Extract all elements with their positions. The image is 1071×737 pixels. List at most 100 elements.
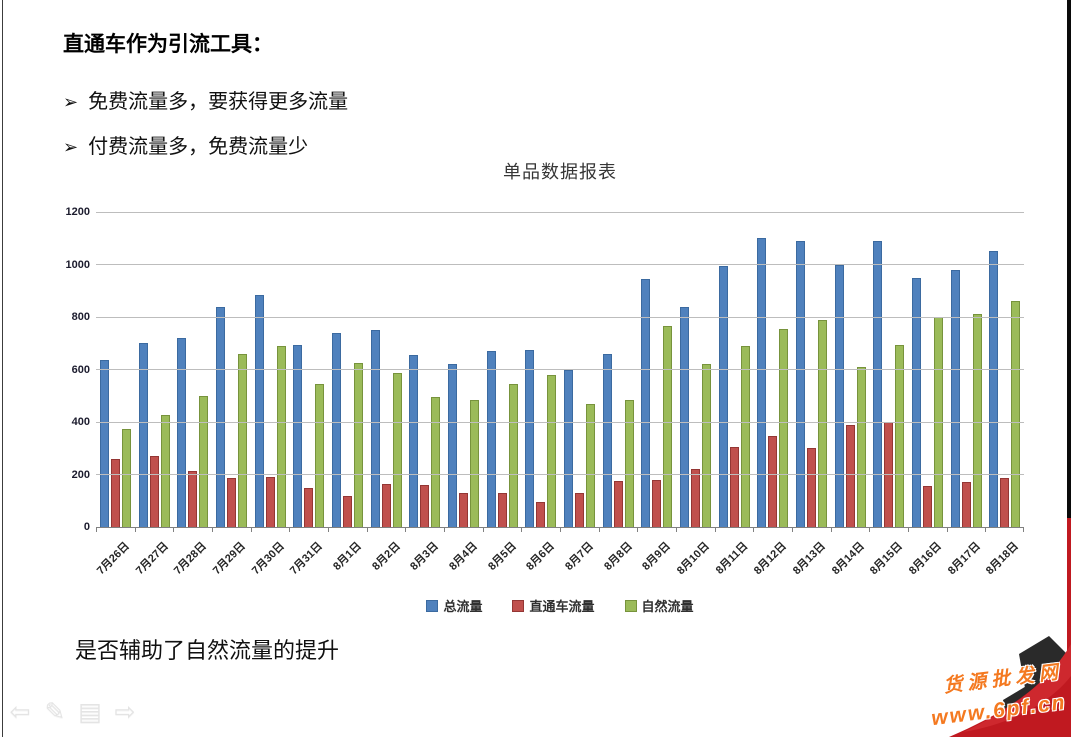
bar bbox=[304, 487, 314, 527]
x-tick-label: 8月1日 bbox=[331, 540, 364, 573]
bar bbox=[431, 397, 441, 527]
bar bbox=[392, 373, 402, 527]
x-axis-tick bbox=[289, 528, 291, 532]
bar bbox=[215, 306, 225, 527]
legend-swatch-icon bbox=[624, 599, 637, 612]
x-axis-tick bbox=[250, 528, 252, 532]
bar bbox=[806, 448, 816, 527]
x-axis-tick bbox=[830, 528, 832, 532]
bar-group bbox=[173, 212, 212, 527]
x-axis-tick bbox=[96, 528, 97, 532]
bar-group bbox=[715, 212, 754, 527]
bar-group bbox=[444, 212, 483, 527]
legend-label: 直通车流量 bbox=[529, 599, 595, 614]
bar-group bbox=[599, 212, 638, 527]
slide-menu-icon[interactable]: ▤ bbox=[78, 698, 102, 726]
bar bbox=[718, 265, 728, 527]
x-axis-tick bbox=[598, 528, 600, 532]
bar bbox=[768, 436, 778, 527]
pen-tool-icon[interactable]: ✎ bbox=[44, 698, 66, 726]
bar bbox=[469, 399, 479, 527]
x-axis-tick bbox=[444, 528, 445, 532]
y-axis-labels: 0 200 400 600 800 1000 1200 bbox=[58, 206, 90, 533]
bar bbox=[779, 328, 789, 527]
bar bbox=[641, 278, 651, 527]
x-axis-labels: 7月26日 7月27日 7月28日 7月29日 7月30日 7月31日 8月1日 8月2日 8月… bbox=[95, 530, 1024, 592]
bar-group bbox=[560, 212, 599, 527]
y-tick-label: 400 bbox=[71, 416, 90, 428]
bullet-arrow-icon: ➢ bbox=[63, 137, 79, 157]
bar bbox=[602, 353, 612, 527]
plot-area bbox=[96, 211, 1024, 528]
bar bbox=[293, 344, 303, 527]
bar bbox=[486, 351, 496, 527]
x-tick-label: 8月15日 bbox=[868, 540, 906, 578]
y-tick-label: 1000 bbox=[65, 258, 90, 271]
x-axis-tick bbox=[985, 528, 987, 532]
y-tick-label: 800 bbox=[71, 311, 90, 323]
bar-group bbox=[212, 212, 251, 527]
legend-swatch-icon bbox=[512, 599, 525, 612]
x-tick-label: 8月8日 bbox=[601, 540, 635, 573]
bar bbox=[817, 319, 827, 527]
bar bbox=[1011, 301, 1021, 527]
x-tick-label: 8月14日 bbox=[829, 540, 867, 578]
bar bbox=[276, 345, 286, 527]
bar-group bbox=[135, 212, 174, 527]
bar bbox=[873, 240, 883, 527]
gridline bbox=[96, 264, 1024, 265]
left-edge-line bbox=[2, 0, 3, 737]
previous-slide-icon[interactable]: ⇦ bbox=[9, 698, 31, 726]
bar bbox=[420, 485, 430, 527]
bar bbox=[652, 479, 662, 527]
x-tick-label: 7月29日 bbox=[210, 540, 248, 578]
bar bbox=[353, 362, 363, 527]
bar bbox=[950, 269, 960, 527]
x-axis-tick bbox=[173, 528, 175, 532]
bar bbox=[574, 492, 584, 527]
x-tick-label: 8月11日 bbox=[714, 540, 751, 577]
chart-legend: 总流量 直通车流量 自然流量 bbox=[96, 596, 1024, 615]
bar-group bbox=[947, 212, 986, 527]
bar bbox=[563, 369, 573, 527]
bar bbox=[536, 502, 546, 527]
x-tick-label: 8月5日 bbox=[485, 540, 519, 573]
bar bbox=[149, 456, 159, 527]
y-tick-label: 200 bbox=[71, 468, 90, 481]
x-axis-ticks bbox=[96, 528, 1024, 532]
slideshow-nav-controls: ⇦ ✎ ▤ ⇨ bbox=[8, 696, 137, 728]
bar bbox=[331, 332, 341, 527]
gridline bbox=[96, 316, 1024, 318]
bar bbox=[856, 366, 866, 527]
gridline bbox=[96, 369, 1024, 370]
x-axis-tick bbox=[366, 528, 368, 532]
corner-red-swoosh-highlight bbox=[963, 644, 1071, 732]
bar bbox=[757, 238, 767, 527]
bar bbox=[701, 364, 711, 527]
bar bbox=[961, 482, 971, 527]
x-tick-label: 8月3日 bbox=[408, 540, 442, 573]
bar bbox=[188, 470, 198, 527]
gridline bbox=[96, 421, 1024, 423]
bar bbox=[795, 240, 805, 527]
bar-group bbox=[521, 212, 560, 527]
bar bbox=[265, 477, 275, 527]
bar bbox=[911, 277, 921, 527]
x-tick-label: 8月10日 bbox=[674, 540, 712, 578]
bar-group bbox=[637, 212, 676, 527]
footer-question: 是否辅助了自然流量的提升 bbox=[75, 638, 340, 663]
bar-group bbox=[367, 212, 406, 527]
x-axis-tick bbox=[753, 528, 755, 532]
legend-item: 直通车流量 bbox=[512, 596, 595, 615]
x-tick-label: 8月18日 bbox=[984, 540, 1022, 578]
x-axis-tick bbox=[946, 528, 948, 532]
y-tick-label: 1200 bbox=[65, 206, 90, 218]
bar bbox=[834, 264, 844, 527]
x-axis-tick bbox=[328, 528, 329, 532]
x-axis-tick bbox=[212, 528, 213, 532]
bar bbox=[99, 360, 109, 527]
x-axis-tick bbox=[676, 528, 677, 532]
next-slide-icon[interactable]: ⇨ bbox=[114, 698, 136, 726]
bar bbox=[895, 344, 905, 527]
